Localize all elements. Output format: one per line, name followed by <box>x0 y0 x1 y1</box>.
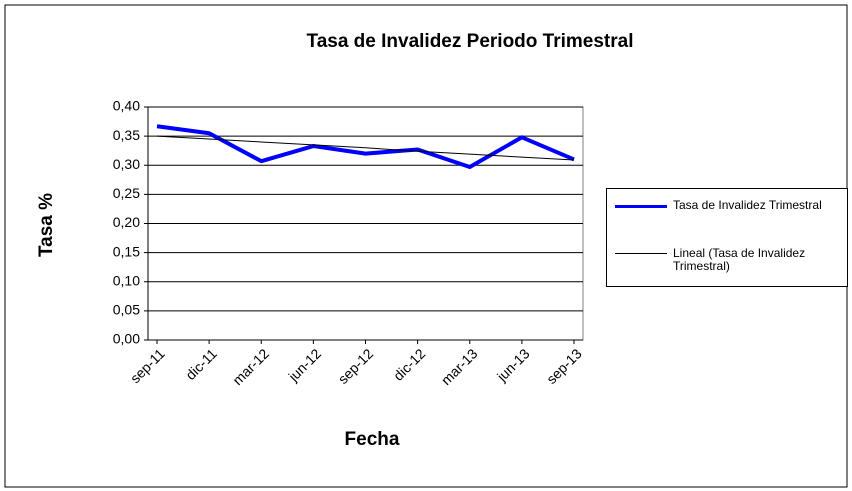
line-series <box>156 124 575 169</box>
legend: Tasa de Invalidez Trimestral Lineal (Tasa… <box>606 188 848 287</box>
y-tick-label: 0,10 <box>113 272 140 288</box>
legend-swatch <box>615 253 667 254</box>
y-tick-label: 0,35 <box>113 127 140 143</box>
y-tick-label: 0,05 <box>113 302 140 318</box>
y-tick-label: 0,15 <box>113 243 140 259</box>
y-axis-label: Tasa % <box>36 193 57 257</box>
y-tick-label: 0,25 <box>113 185 140 201</box>
chart-title: Tasa de Invalidez Periodo Trimestral <box>307 31 634 52</box>
legend-label: Lineal (Tasa de Invalidez Trimestral) <box>673 246 806 273</box>
y-tick-label: 0,30 <box>113 156 140 172</box>
legend-swatch <box>615 205 667 208</box>
y-tick-label: 0,00 <box>113 331 140 347</box>
y-tick-label: 0,40 <box>113 98 140 114</box>
legend-item: Lineal (Tasa de Invalidez Trimestral) <box>615 247 843 273</box>
y-tick-label: 0,20 <box>113 214 140 230</box>
x-axis-label: Fecha <box>345 429 400 450</box>
line-series <box>156 135 575 161</box>
legend-label: Tasa de Invalidez Trimestral <box>673 198 822 212</box>
legend-item: Tasa de Invalidez Trimestral <box>615 199 843 212</box>
